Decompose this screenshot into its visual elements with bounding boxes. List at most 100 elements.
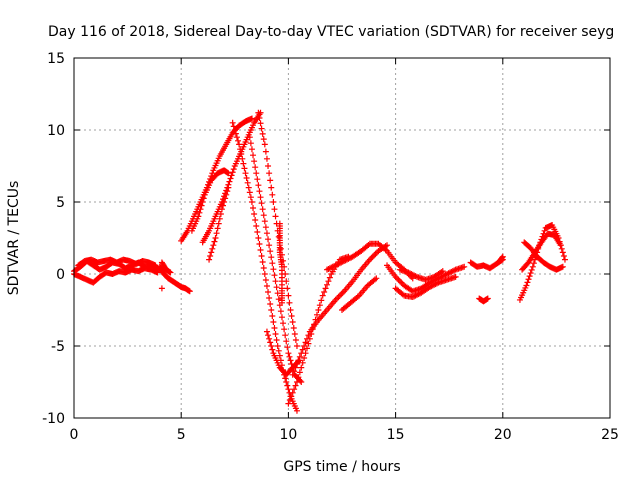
data-point (396, 278, 403, 285)
data-point (215, 220, 222, 227)
data-point (372, 250, 379, 257)
data-point (299, 346, 306, 353)
data-point (275, 296, 282, 303)
data-point (284, 285, 291, 292)
y-tick-label: 10 (47, 123, 65, 139)
data-point (439, 268, 446, 275)
data-point (260, 136, 267, 143)
data-point (254, 229, 261, 235)
data-point (395, 276, 402, 283)
data-point (275, 233, 282, 240)
data-point (212, 235, 219, 241)
data-point (368, 255, 375, 262)
data-point (265, 163, 272, 169)
data-point (261, 141, 268, 148)
series-early-c (75, 256, 159, 269)
data-point (199, 199, 206, 205)
data-point (278, 314, 285, 321)
data-point (265, 236, 272, 243)
data-point (273, 337, 280, 343)
data-point (558, 245, 565, 252)
series-pre-dip (156, 263, 193, 295)
data-point (293, 407, 300, 414)
data-point (325, 278, 332, 285)
data-point (266, 295, 273, 301)
data-point (373, 275, 380, 282)
data-point (530, 260, 537, 267)
data-point (198, 202, 205, 209)
data-point (197, 206, 204, 213)
data-point (257, 120, 264, 127)
data-point (278, 299, 285, 306)
data-point (255, 182, 262, 189)
data-point (225, 170, 232, 177)
data-points (71, 109, 568, 414)
data-point (251, 158, 258, 165)
data-point (229, 169, 236, 176)
data-point (221, 199, 228, 205)
data-point (287, 307, 294, 313)
tick-labels: 0 5 10 15 20 25 -10 -5 0 5 10 15 (42, 51, 619, 443)
data-point (296, 353, 303, 360)
data-point (222, 195, 229, 202)
data-point (499, 253, 506, 260)
data-point (206, 256, 213, 263)
data-point (398, 279, 405, 286)
data-point (262, 224, 269, 231)
data-point (371, 252, 378, 259)
data-point (499, 254, 506, 261)
data-point (263, 283, 270, 289)
data-point (268, 184, 275, 191)
data-point (265, 332, 272, 339)
y-tick-label: -5 (51, 339, 65, 355)
x-tick-label: 10 (279, 427, 297, 443)
data-point (298, 350, 305, 357)
x-tick-label: 15 (387, 427, 405, 443)
data-point (216, 215, 223, 222)
data-point (251, 211, 258, 217)
data-point (275, 347, 282, 354)
data-point (262, 277, 269, 283)
x-tick-label: 5 (177, 427, 186, 443)
data-point (524, 279, 531, 286)
data-point (267, 339, 274, 346)
y-axis-title: SDTVAR / TECUs (6, 181, 22, 296)
data-point (291, 368, 298, 375)
series-mid-c (396, 266, 446, 283)
series-late-c (495, 253, 506, 266)
data-point (285, 350, 292, 357)
data-point (253, 170, 260, 177)
x-tick-label: 20 (494, 427, 512, 443)
data-point (292, 337, 299, 343)
y-tick-label: 0 (56, 267, 65, 283)
data-point (271, 272, 278, 279)
data-point (262, 148, 269, 155)
data-point (269, 313, 276, 319)
data-point (282, 332, 289, 339)
data-point (295, 357, 302, 364)
data-point (210, 242, 217, 249)
data-point (283, 338, 290, 345)
data-point (268, 254, 275, 261)
series-pre-pt (158, 285, 165, 292)
data-point (284, 382, 291, 389)
data-point (256, 188, 263, 195)
data-point (209, 245, 216, 252)
data-point (213, 230, 220, 237)
series-late-b (476, 295, 491, 305)
data-point (319, 292, 326, 299)
data-point (245, 184, 252, 191)
data-point (246, 134, 253, 141)
x-tick-label: 0 (70, 427, 79, 443)
data-point (209, 170, 216, 177)
axis-ticks (73, 57, 611, 419)
series-rise-d (206, 184, 232, 263)
data-point (303, 335, 310, 342)
x-axis-title: GPS time / hours (283, 459, 400, 475)
data-point (243, 175, 250, 181)
series-mid-b (392, 273, 459, 301)
data-point (250, 152, 257, 159)
data-point (270, 319, 277, 325)
data-point (266, 242, 273, 249)
data-point (527, 270, 534, 277)
